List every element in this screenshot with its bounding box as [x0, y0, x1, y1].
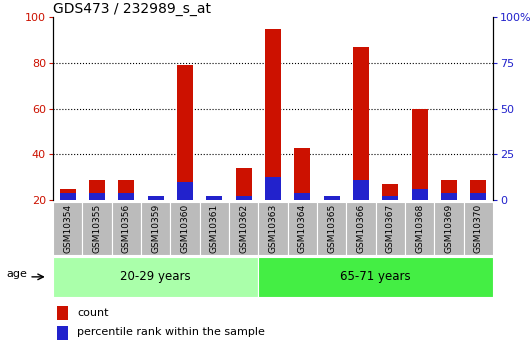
Bar [323, 198, 340, 200]
Bar [118, 179, 135, 200]
Text: age: age [6, 269, 27, 279]
Text: GSM10355: GSM10355 [93, 204, 101, 253]
Bar [170, 202, 200, 255]
Bar [177, 65, 193, 200]
Bar [229, 202, 258, 255]
Bar [89, 179, 105, 200]
Bar [147, 196, 164, 200]
Bar [470, 179, 487, 200]
Bar [53, 202, 82, 255]
Bar [441, 193, 457, 200]
Bar [53, 257, 258, 297]
Text: GSM10362: GSM10362 [239, 204, 248, 253]
Bar [89, 193, 105, 200]
Bar [57, 326, 68, 339]
Text: GSM10356: GSM10356 [122, 204, 131, 253]
Bar [258, 202, 288, 255]
Bar [441, 179, 457, 200]
Bar [382, 196, 399, 200]
Bar [141, 202, 170, 255]
Bar [200, 202, 229, 255]
Bar [147, 198, 164, 200]
Bar [346, 202, 376, 255]
Text: GSM10366: GSM10366 [357, 204, 365, 253]
Text: GSM10364: GSM10364 [298, 204, 307, 253]
Bar [177, 182, 193, 200]
Bar [57, 306, 68, 320]
Text: 65-71 years: 65-71 years [340, 270, 411, 283]
Bar [265, 177, 281, 200]
Bar [206, 196, 223, 200]
Bar [294, 193, 311, 200]
Bar [258, 257, 493, 297]
Bar [317, 202, 346, 255]
Text: GSM10365: GSM10365 [327, 204, 336, 253]
Bar [265, 29, 281, 200]
Bar [323, 196, 340, 200]
Text: GSM10361: GSM10361 [210, 204, 219, 253]
Bar [353, 47, 369, 200]
Text: GSM10363: GSM10363 [269, 204, 277, 253]
Bar [112, 202, 141, 255]
Text: count: count [77, 308, 109, 318]
Text: GSM10370: GSM10370 [474, 204, 483, 253]
Text: percentile rank within the sample: percentile rank within the sample [77, 327, 265, 337]
Bar [59, 193, 76, 200]
Bar [382, 184, 399, 200]
Bar [206, 198, 223, 200]
Bar [411, 189, 428, 200]
Bar [235, 196, 252, 200]
Text: 20-29 years: 20-29 years [120, 270, 191, 283]
Bar [235, 168, 252, 200]
Bar [434, 202, 464, 255]
Text: GSM10359: GSM10359 [151, 204, 160, 253]
Bar [470, 193, 487, 200]
Bar [59, 189, 76, 200]
Text: GSM10354: GSM10354 [63, 204, 72, 253]
Text: GSM10369: GSM10369 [445, 204, 453, 253]
Bar [405, 202, 434, 255]
Bar [118, 193, 135, 200]
Bar [464, 202, 493, 255]
Bar [376, 202, 405, 255]
Bar [294, 148, 311, 200]
Text: GDS473 / 232989_s_at: GDS473 / 232989_s_at [53, 2, 211, 16]
Bar [82, 202, 112, 255]
Text: GSM10368: GSM10368 [415, 204, 424, 253]
Bar [353, 179, 369, 200]
Text: GSM10360: GSM10360 [181, 204, 189, 253]
Text: GSM10367: GSM10367 [386, 204, 395, 253]
Bar [288, 202, 317, 255]
Bar [411, 109, 428, 200]
